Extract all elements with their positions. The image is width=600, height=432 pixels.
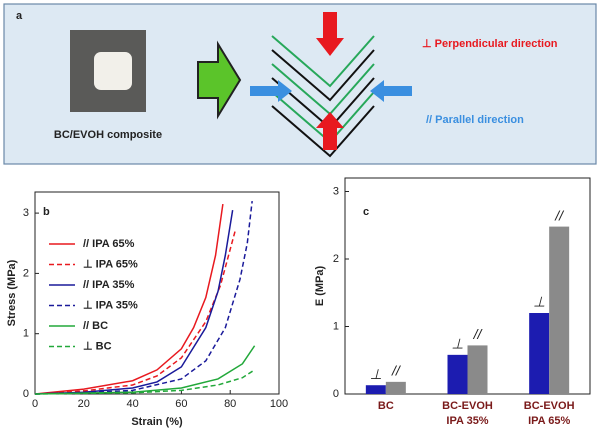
x-tick-label: IPA 35% [446, 415, 488, 427]
x-tick-label: 80 [224, 398, 236, 410]
panel-label: a [16, 10, 23, 22]
bar-label: // [473, 326, 484, 342]
line [34, 369, 256, 395]
x-tick-label: BC [378, 400, 394, 412]
y-tick-label: 0 [333, 388, 339, 400]
legend-label: ⊥ BC [83, 340, 112, 352]
legend-label: // BC [83, 320, 108, 332]
cube [94, 52, 132, 90]
y-tick-label: 1 [333, 320, 339, 332]
x-tick-label: 40 [126, 398, 138, 410]
legend-label: ⊥ IPA 35% [83, 299, 138, 311]
x-tick-label: 60 [175, 398, 187, 410]
bar [529, 313, 550, 394]
perpendicular-label: ⊥ Perpendicular direction [422, 38, 558, 50]
parallel-label: // Parallel direction [426, 114, 524, 126]
arrow [370, 80, 412, 102]
bar-label: // [391, 363, 402, 379]
panel-label: b [43, 206, 50, 218]
bar [467, 345, 488, 394]
bar [365, 385, 386, 394]
x-axis-label: Strain (%) [131, 416, 183, 428]
arrow [316, 112, 344, 150]
y-tick-label: 2 [23, 267, 29, 279]
x-tick-label: IPA 65% [528, 415, 570, 427]
legend-label: // IPA 35% [83, 279, 135, 291]
bar [447, 354, 468, 394]
bar-label: ⊥ [370, 366, 382, 382]
arrow [250, 80, 292, 102]
bar [385, 381, 406, 394]
line [34, 200, 253, 395]
y-axis-label: E (MPa) [314, 265, 326, 306]
bar-label: // [554, 207, 565, 223]
y-tick-label: 2 [333, 253, 339, 265]
y-axis-label: Stress (MPa) [6, 259, 18, 326]
line [34, 230, 236, 395]
bar-label: ⊥ [533, 294, 545, 310]
y-tick-label: 1 [23, 328, 29, 340]
line [34, 203, 224, 395]
legend-label: // IPA 65% [83, 238, 135, 250]
x-tick-label: 100 [270, 398, 288, 410]
x-tick-label: 20 [78, 398, 90, 410]
y-tick-label: 3 [333, 185, 339, 197]
x-tick-label: 0 [32, 398, 38, 410]
y-tick-label: 3 [23, 207, 29, 219]
x-tick-label: BC-EVOH [524, 400, 575, 412]
arrow [197, 40, 242, 120]
panel-label: c [363, 206, 369, 218]
caption: BC/EVOH composite [54, 129, 162, 141]
plot-frame [34, 191, 280, 395]
legend-label: ⊥ IPA 65% [83, 258, 138, 270]
bar [549, 226, 570, 394]
y-tick-label: 0 [23, 388, 29, 400]
line [34, 345, 256, 395]
x-tick-label: BC-EVOH [442, 400, 493, 412]
line [34, 209, 234, 395]
bar-label: ⊥ [451, 336, 463, 352]
arrow [316, 12, 344, 56]
